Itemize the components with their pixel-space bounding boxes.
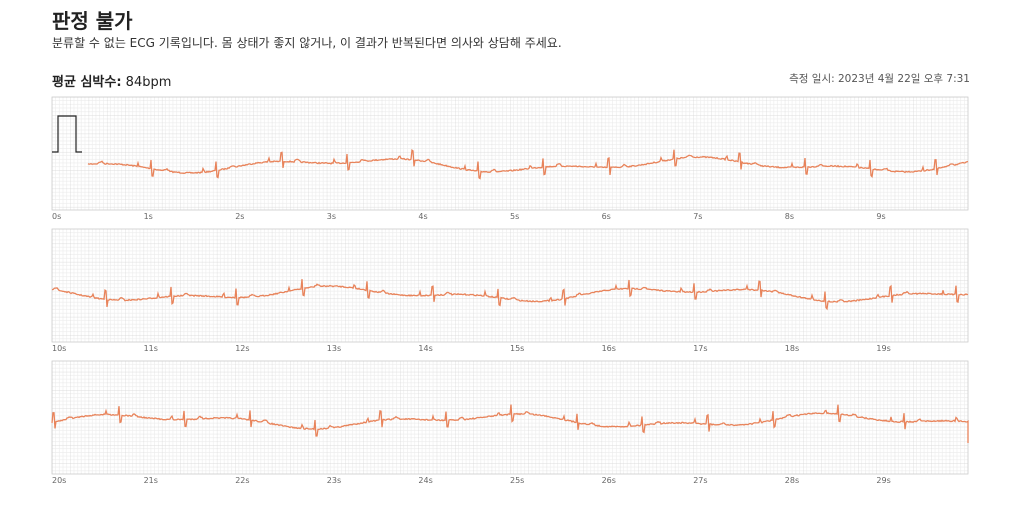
time-label: 27s bbox=[693, 476, 707, 485]
time-label: 3s bbox=[327, 212, 336, 221]
ecg-trace bbox=[51, 279, 969, 311]
time-label: 21s bbox=[144, 476, 158, 485]
time-label: 17s bbox=[693, 344, 707, 353]
heart-rate: 평균 심박수: 84bpm bbox=[52, 71, 171, 90]
time-label: 9s bbox=[876, 212, 885, 221]
calibration-pulse bbox=[52, 115, 82, 153]
heart-rate-value: 84bpm bbox=[125, 75, 172, 90]
time-label: 29s bbox=[876, 476, 890, 485]
title: 판정 불가 bbox=[52, 9, 133, 33]
time-label: 19s bbox=[876, 344, 890, 353]
time-label: 26s bbox=[602, 476, 616, 485]
ecg-trace bbox=[87, 149, 969, 180]
time-label: 22s bbox=[235, 476, 249, 485]
time-label: 0s bbox=[52, 212, 61, 221]
time-label: 14s bbox=[418, 344, 432, 353]
time-label: 11s bbox=[144, 344, 158, 353]
time-label: 2s bbox=[235, 212, 244, 221]
time-label: 24s bbox=[418, 476, 432, 485]
time-label: 8s bbox=[785, 212, 794, 221]
measured-at: 측정 일시: 2023년 4월 22일 오후 7:31 bbox=[789, 73, 970, 85]
ecg-trace bbox=[51, 404, 969, 443]
time-label: 28s bbox=[785, 476, 799, 485]
time-label: 23s bbox=[327, 476, 341, 485]
time-label: 10s bbox=[52, 344, 66, 353]
time-label: 13s bbox=[327, 344, 341, 353]
time-label: 7s bbox=[693, 212, 702, 221]
time-label: 16s bbox=[602, 344, 616, 353]
time-label: 25s bbox=[510, 476, 524, 485]
ecg-grid bbox=[51, 360, 969, 475]
time-label: 1s bbox=[144, 212, 153, 221]
ecg-grid bbox=[51, 228, 969, 343]
time-label: 12s bbox=[235, 344, 249, 353]
heart-rate-label: 평균 심박수: bbox=[52, 75, 122, 90]
description: 분류할 수 없는 ECG 기록입니다. 몸 상태가 좋지 않거나, 이 결과가 … bbox=[52, 36, 562, 50]
time-label: 4s bbox=[418, 212, 427, 221]
time-label: 6s bbox=[602, 212, 611, 221]
ecg-grid bbox=[51, 96, 969, 211]
time-label: 15s bbox=[510, 344, 524, 353]
time-label: 18s bbox=[785, 344, 799, 353]
time-label: 20s bbox=[52, 476, 66, 485]
time-label: 5s bbox=[510, 212, 519, 221]
